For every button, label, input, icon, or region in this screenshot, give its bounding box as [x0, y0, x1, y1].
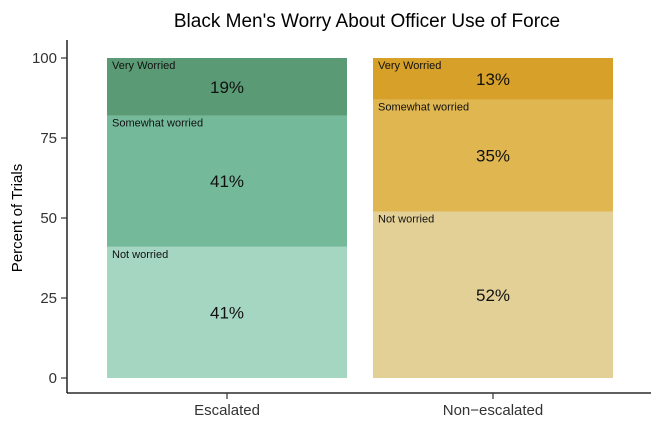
y-tick-label: 100 — [32, 50, 57, 67]
segment-value-label: 41% — [210, 172, 244, 191]
y-tick-label: 0 — [49, 370, 57, 387]
segment-value-label: 13% — [476, 70, 510, 89]
segment-name-label: Somewhat worried — [378, 102, 469, 114]
segment-value-label: 41% — [210, 303, 244, 322]
segment-value-label: 35% — [476, 147, 510, 166]
bar-segment — [107, 246, 347, 378]
segment-value-label: 52% — [476, 286, 510, 305]
y-axis-ticks: 0 25 50 75 100 — [32, 50, 67, 387]
segment-name-label: Very Worried — [378, 60, 441, 72]
x-tick-label: Non−escalated — [443, 402, 544, 419]
segment-name-label: Somewhat worried — [112, 118, 203, 130]
chart-title: Black Men's Worry About Officer Use of F… — [174, 11, 560, 32]
bar-segment — [373, 211, 613, 378]
bar-segment — [107, 58, 347, 116]
y-tick-label: 50 — [40, 210, 57, 227]
bar-segment — [373, 99, 613, 212]
segment-name-label: Not worried — [378, 214, 434, 226]
segment-value-label: 19% — [210, 78, 244, 97]
x-tick-label: Escalated — [194, 402, 260, 419]
segment-name-label: Very Worried — [112, 60, 175, 72]
plot-area: Not worried 41% Somewhat worried 41% Very Wo… — [107, 58, 613, 378]
x-axis-ticks: Escalated Non−escalated — [194, 393, 543, 419]
y-axis-title: Percent of Trials — [9, 164, 26, 272]
y-tick-label: 25 — [40, 290, 57, 307]
segment-name-label: Not worried — [112, 249, 168, 261]
y-tick-label: 75 — [40, 130, 57, 147]
bar-segment — [373, 58, 613, 100]
bar-segment — [107, 115, 347, 247]
